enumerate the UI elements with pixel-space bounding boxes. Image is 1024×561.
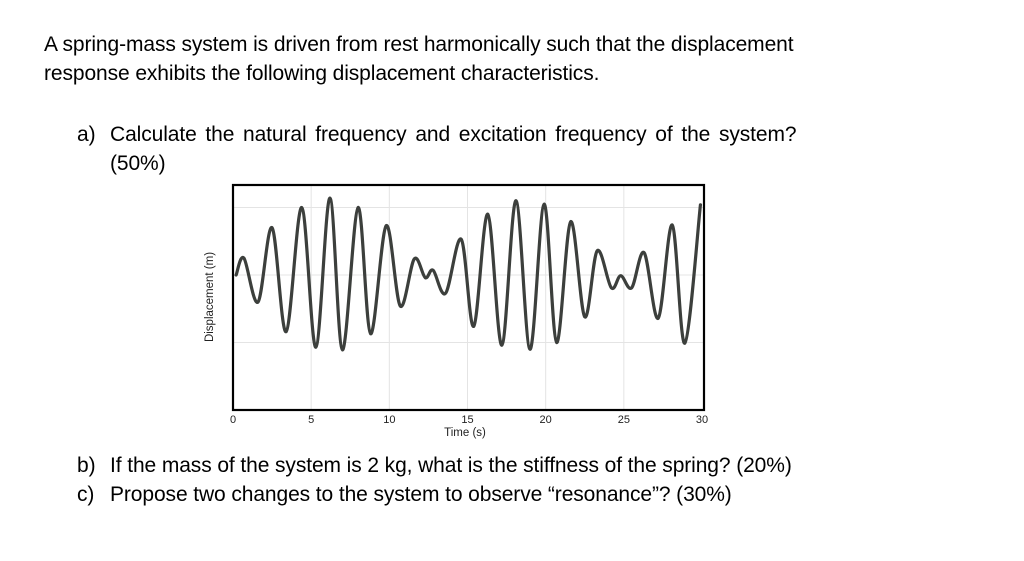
x-tick-label: 30 <box>695 414 709 426</box>
question-c-label: c) <box>77 483 95 506</box>
question-a-label: a) <box>77 123 96 146</box>
question-a-weight: (50%) <box>110 152 166 175</box>
x-axis-label: Time (s) <box>444 427 486 439</box>
question-a-text: Calculate the natural frequency and exci… <box>110 123 797 146</box>
x-tick-label: 15 <box>461 414 474 426</box>
displacement-chart <box>231 183 706 412</box>
intro-line-1: A spring-mass system is driven from rest… <box>44 33 794 56</box>
displacement-curve <box>234 196 703 352</box>
question-b: b) If the mass of the system is 2 kg, wha… <box>77 451 792 480</box>
question-b-label: b) <box>77 454 96 477</box>
question-c-text: Propose two changes to the system to obs… <box>110 483 732 506</box>
intro-line-2: response exhibits the following displace… <box>44 62 600 85</box>
question-b-text: If the mass of the system is 2 kg, what … <box>110 454 792 477</box>
x-tick-label: 5 <box>308 414 315 426</box>
x-tick-label: 25 <box>617 414 630 426</box>
x-tick-label: 10 <box>383 414 396 426</box>
question-a: a) Calculate the natural frequency and ex… <box>77 120 897 178</box>
question-c: c) Propose two changes to the system to o… <box>77 480 732 509</box>
problem-intro: A spring-mass system is driven from rest… <box>44 30 944 88</box>
plot-frame <box>231 183 706 412</box>
x-tick-label: 0 <box>229 414 237 426</box>
y-axis-label: Displacement (m) <box>204 251 216 343</box>
x-tick-label: 20 <box>539 414 552 426</box>
